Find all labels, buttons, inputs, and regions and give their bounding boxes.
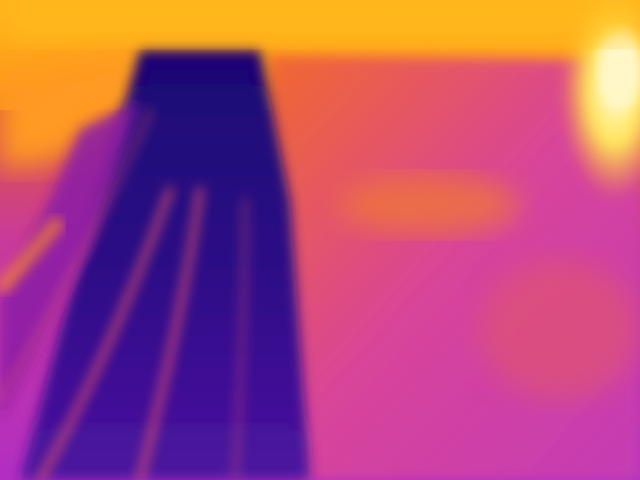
top-haze (0, 0, 640, 45)
lower-right-warm-patch (480, 260, 640, 400)
building-warm-patch (340, 175, 520, 235)
